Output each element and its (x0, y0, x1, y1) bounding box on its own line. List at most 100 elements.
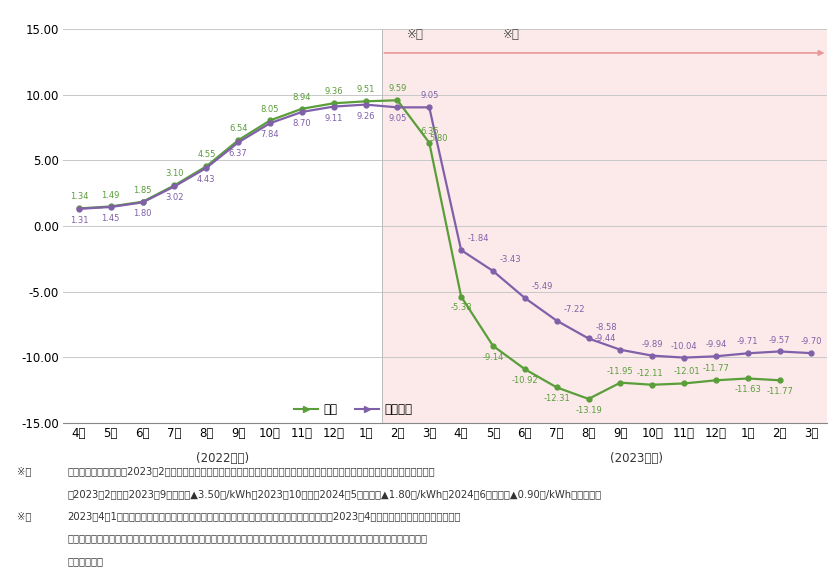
特別高圧 (234, 139, 244, 146)
Text: -5.49: -5.49 (532, 282, 554, 291)
高圧 (297, 105, 307, 112)
Text: 1.80: 1.80 (134, 210, 152, 218)
特別高圧 (488, 268, 498, 275)
Text: -12.11: -12.11 (636, 369, 663, 378)
Text: 9.59: 9.59 (388, 85, 407, 93)
Text: -9.94: -9.94 (706, 340, 727, 349)
高圧 (743, 375, 753, 382)
Text: -12.31: -12.31 (543, 394, 570, 403)
Text: -1.84: -1.84 (468, 234, 490, 243)
Text: -7.22: -7.22 (564, 305, 585, 313)
高圧 (647, 381, 657, 388)
特別高圧 (520, 295, 530, 302)
Text: ※１: ※１ (17, 467, 31, 477)
高圧 (328, 100, 339, 107)
Text: 8.94: 8.94 (292, 93, 311, 102)
高圧 (456, 293, 466, 300)
Text: 9.05: 9.05 (388, 114, 407, 123)
Text: (2022年度): (2022年度) (196, 452, 249, 465)
Bar (381, 29, 827, 423)
高圧 (488, 342, 498, 349)
Text: -9.70: -9.70 (801, 337, 822, 346)
高圧 (202, 163, 212, 170)
Text: 3.10: 3.10 (165, 170, 184, 178)
Text: 8.05: 8.05 (260, 104, 279, 113)
Text: 7.84: 7.84 (260, 130, 280, 139)
特別高圧 (743, 350, 753, 357)
Text: 6.54: 6.54 (229, 124, 248, 133)
Text: -9.71: -9.71 (737, 338, 759, 346)
Text: 高圧契約においては、2023年2月分より、国が実施する電気・ガス価格激変緩和対策事業による値引き後の単価を掲載しています。: 高圧契約においては、2023年2月分より、国が実施する電気・ガス価格激変緩和対策… (67, 467, 435, 477)
Text: -10.04: -10.04 (671, 342, 697, 350)
Text: 6.37: 6.37 (228, 150, 248, 158)
高圧 (774, 377, 785, 384)
高圧 (106, 203, 116, 210)
Text: -9.89: -9.89 (642, 340, 663, 349)
特別高圧 (265, 120, 275, 127)
高圧 (552, 384, 562, 391)
特別高圧 (360, 101, 370, 108)
特別高圧 (297, 109, 307, 116)
特別高圧 (806, 350, 816, 357)
Text: 5.80: 5.80 (429, 134, 448, 143)
高圧 (424, 139, 434, 146)
高圧 (138, 198, 148, 205)
Text: (2023年度): (2023年度) (610, 452, 663, 465)
高圧 (74, 205, 84, 212)
特別高圧 (74, 205, 84, 212)
Text: 3.02: 3.02 (165, 193, 184, 203)
高圧 (584, 396, 594, 403)
Text: 1.34: 1.34 (70, 193, 88, 201)
特別高圧 (424, 104, 434, 111)
Text: 9.11: 9.11 (324, 113, 343, 123)
Text: -11.63: -11.63 (734, 386, 761, 394)
特別高圧 (616, 346, 626, 353)
Text: -5.38: -5.38 (450, 303, 472, 312)
Text: -8.58: -8.58 (596, 322, 617, 332)
特別高圧 (711, 353, 721, 360)
高圧 (520, 366, 530, 373)
Text: 1.85: 1.85 (134, 186, 152, 195)
Text: 4.55: 4.55 (197, 150, 216, 160)
Text: 6.35: 6.35 (420, 127, 438, 136)
Text: -11.77: -11.77 (702, 365, 729, 373)
Text: -9.57: -9.57 (769, 336, 790, 345)
Text: -10.92: -10.92 (512, 376, 538, 385)
Text: -3.43: -3.43 (500, 255, 522, 264)
Legend: 高圧, 特別高圧: 高圧, 特別高圧 (290, 398, 417, 421)
特別高圧 (392, 104, 402, 111)
高圧 (711, 377, 721, 384)
高圧 (234, 137, 244, 144)
高圧 (679, 380, 689, 387)
特別高圧 (138, 199, 148, 206)
Text: 9.51: 9.51 (356, 85, 375, 95)
Text: -9.14: -9.14 (482, 353, 504, 362)
特別高圧 (170, 183, 180, 190)
特別高圧 (106, 204, 116, 211)
Text: 1.31: 1.31 (70, 216, 88, 225)
Text: -12.01: -12.01 (674, 367, 701, 376)
Text: しています。: しています。 (67, 556, 103, 566)
Text: 8.70: 8.70 (292, 119, 311, 128)
Text: ※２: ※２ (502, 28, 519, 41)
Text: 4.43: 4.43 (197, 175, 216, 184)
Line: 特別高圧: 特別高圧 (76, 102, 814, 360)
高圧 (360, 98, 370, 105)
Text: -13.19: -13.19 (575, 406, 602, 415)
Text: ※２: ※２ (17, 511, 31, 521)
Text: 価格等により算定した燃料費調整単価から、市場価格調整および離島ユニバーサルサービス調整を加減算した燃料費等調整単価を掲載: 価格等により算定した燃料費調整単価から、市場価格調整および離島ユニバーサルサービ… (67, 534, 428, 544)
Text: 1.49: 1.49 (102, 191, 120, 200)
Text: 9.05: 9.05 (420, 92, 438, 100)
特別高圧 (456, 247, 466, 254)
特別高圧 (202, 164, 212, 171)
特別高圧 (328, 103, 339, 110)
高圧 (392, 97, 402, 104)
特別高圧 (679, 354, 689, 361)
Text: -9.44: -9.44 (595, 334, 617, 343)
Text: 9.26: 9.26 (356, 112, 375, 120)
高圧 (265, 117, 275, 124)
特別高圧 (647, 352, 657, 359)
Text: （2023年2月から2023年9月分では▲3.50円/kWh、2023年10月から2024年5月分では▲1.80円/kWh、2024年6月分では▲0.90円/k: （2023年2月から2023年9月分では▲3.50円/kWh、2023年10月か… (67, 489, 601, 499)
Text: 2023年4月1日より、電気料金見直しと併せて、燃料費調整制度の見直しを行っております。2023年4月分以降は、見直し後の基準燃料: 2023年4月1日より、電気料金見直しと併せて、燃料費調整制度の見直しを行ってお… (67, 511, 460, 521)
Text: 1.45: 1.45 (102, 214, 120, 223)
